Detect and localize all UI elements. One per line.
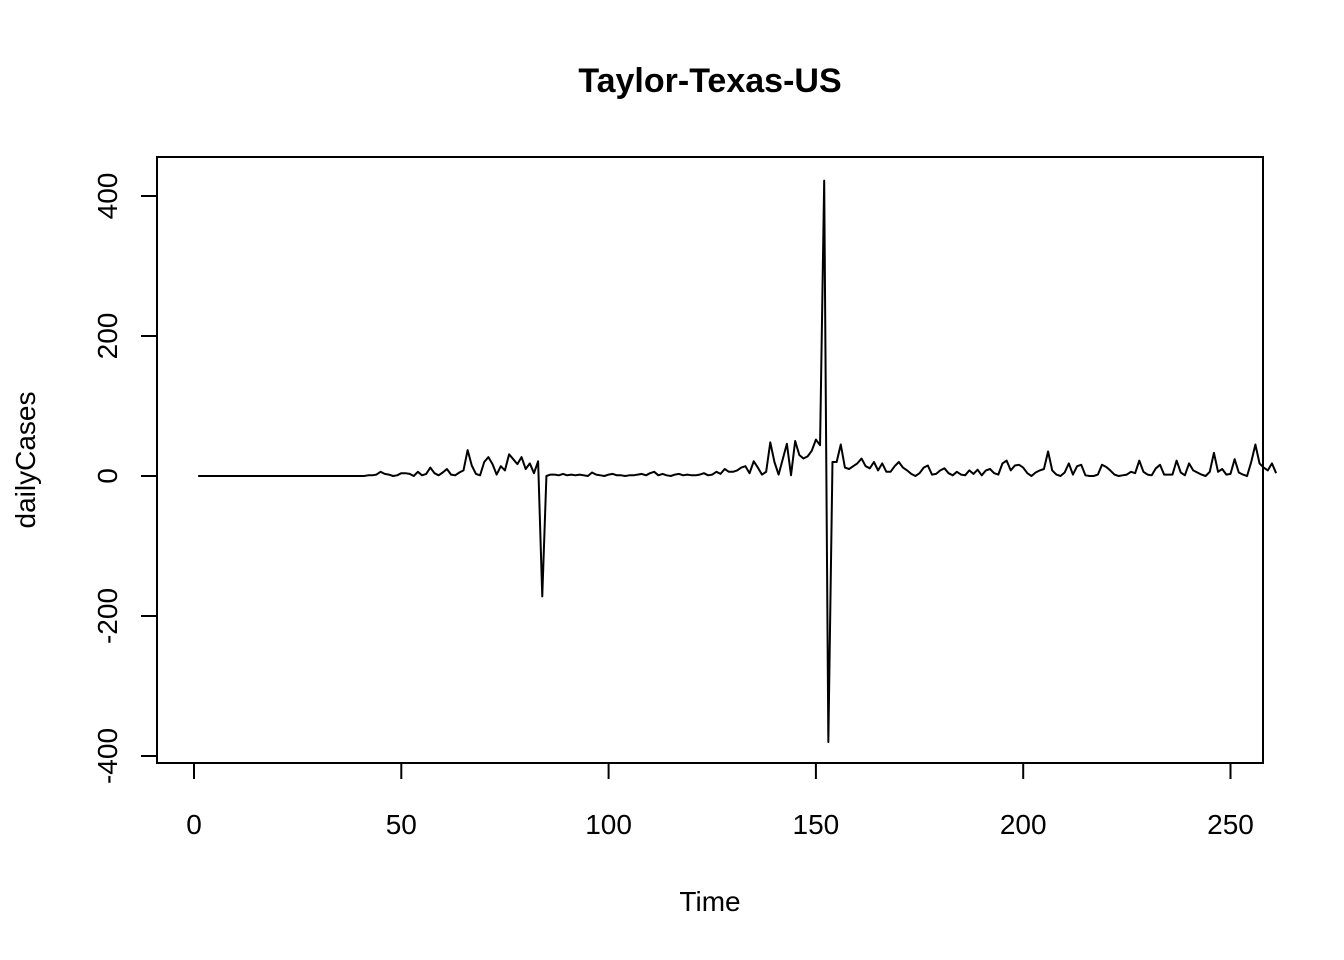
x-axis-label: Time [679, 886, 740, 917]
y-axis-label: dailyCases [10, 392, 41, 529]
chart-title: Taylor-Texas-US [578, 62, 841, 100]
y-tick-label: 200 [92, 313, 123, 360]
x-tick-label: 150 [793, 809, 840, 840]
y-tick-label: 400 [92, 173, 123, 220]
x-axis: 0 50 100 150 200 250 [186, 762, 1254, 840]
x-tick-label: 50 [386, 809, 417, 840]
daily-cases-line [198, 179, 1278, 743]
plot-frame [156, 156, 1264, 764]
y-tick-label: -400 [92, 728, 123, 784]
x-tick-label: 0 [186, 809, 202, 840]
y-axis: -400 -200 0 200 400 [92, 173, 158, 784]
x-tick-label: 200 [1000, 809, 1047, 840]
y-tick-label: -200 [92, 588, 123, 644]
y-tick-label: 0 [92, 468, 123, 484]
x-tick-label: 250 [1207, 809, 1254, 840]
x-tick-label: 100 [585, 809, 632, 840]
